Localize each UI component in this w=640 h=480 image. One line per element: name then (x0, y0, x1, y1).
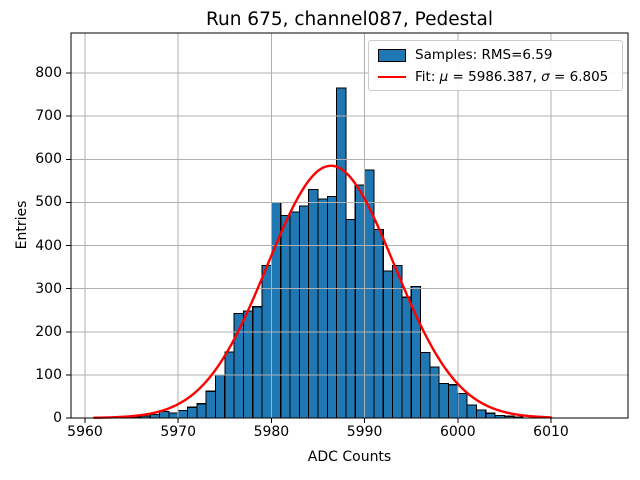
legend-samples-label: Samples: RMS=6.59 (415, 47, 553, 63)
y-tick-label: 700 (35, 108, 62, 125)
y-tick-label: 0 (53, 410, 62, 426)
x-tick-label: 5960 (67, 424, 103, 440)
histogram-bar (419, 351, 431, 419)
histogram-bar (177, 410, 189, 419)
x-tick-label: 5990 (346, 424, 383, 440)
histogram-bar (214, 374, 226, 419)
y-tick-label: 200 (35, 323, 62, 340)
histogram-bar (168, 412, 179, 419)
histogram-bar (298, 205, 310, 419)
histogram-bar (308, 188, 319, 419)
fit-label-prefix: Fit: (415, 69, 440, 85)
legend-fit-label: Fit: μ = 5986.387, σ = 6.805 (415, 69, 608, 85)
histogram-bar (149, 413, 161, 419)
histogram-bar (447, 384, 459, 419)
histogram-bar (159, 410, 170, 419)
y-tick-label: 500 (35, 194, 62, 211)
fit-curve (93, 164, 553, 419)
histogram-bars (121, 87, 524, 419)
y-tick-label: 300 (35, 280, 62, 297)
sigma-symbol: σ (541, 69, 550, 85)
histogram-bar (242, 310, 254, 419)
mu-value: = 5986.387, (448, 69, 542, 85)
legend: Samples: RMS=6.59 Fit: μ = 5986.387, σ =… (368, 40, 623, 91)
legend-entry-fit: Fit: μ = 5986.387, σ = 6.805 (378, 66, 614, 88)
chart-title: Run 675, channel087, Pedestal (205, 9, 494, 30)
histogram-swatch-icon (378, 48, 406, 62)
histogram-bar (466, 404, 477, 419)
y-tick-label: 400 (35, 237, 62, 254)
histogram-bar (205, 390, 217, 419)
grid-lines (71, 33, 628, 419)
histogram-bar (382, 270, 394, 419)
x-tick-label: 6000 (439, 424, 476, 440)
y-tick-label: 800 (35, 65, 62, 81)
histogram-bar (326, 195, 338, 419)
y-axis-label: Entries (14, 200, 30, 250)
y-tick-label: 600 (35, 151, 62, 168)
histogram-bar (373, 228, 384, 419)
legend-entry-samples: Samples: RMS=6.59 (378, 44, 614, 66)
mu-symbol: μ (439, 69, 449, 85)
x-tick-label: 5980 (253, 424, 290, 440)
histogram-bar (336, 87, 347, 419)
axes-frame (70, 32, 629, 419)
histogram-bar (438, 382, 450, 419)
x-axis-label: ADC Counts (307, 449, 392, 465)
histogram-bar (186, 406, 198, 419)
axes-spines (66, 32, 629, 423)
histogram-bar (252, 306, 263, 419)
histogram-bar (317, 198, 328, 419)
histogram-bar (289, 211, 300, 419)
x-tick-label: 6010 (533, 424, 569, 440)
histogram-bar (475, 409, 487, 419)
histogram-bar (401, 296, 412, 419)
histogram-bar (354, 184, 366, 419)
histogram-bar (457, 392, 468, 419)
histogram-bar (345, 219, 356, 419)
histogram-bar (224, 351, 235, 419)
histogram-bar (485, 412, 496, 419)
histogram-bar (196, 403, 207, 419)
fit-line-swatch-icon (378, 75, 406, 79)
x-tick-label: 5970 (160, 424, 196, 440)
sigma-value: = 6.805 (549, 69, 609, 85)
y-tick-label: 100 (35, 366, 62, 383)
